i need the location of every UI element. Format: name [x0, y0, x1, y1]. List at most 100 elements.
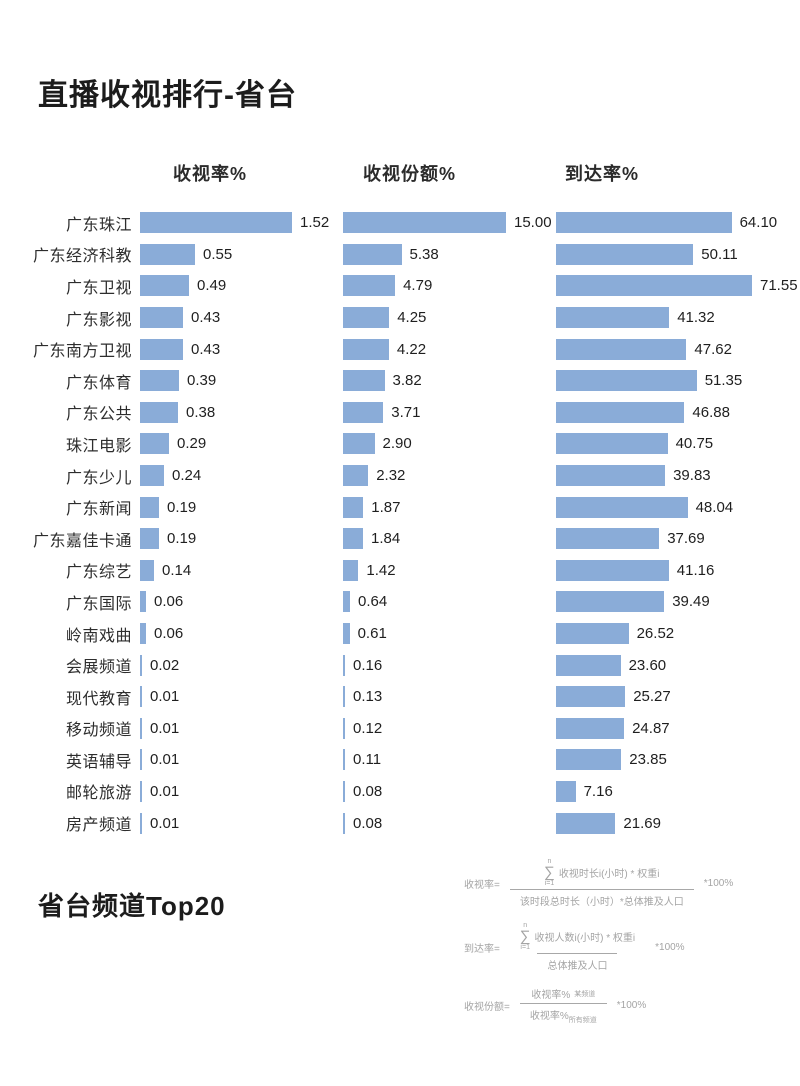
chart-row: 广东体育 0.39 3.82 51.35 [0, 365, 800, 397]
share-bar [343, 591, 350, 613]
reach-value: 23.85 [629, 751, 667, 769]
reach-bar [556, 243, 694, 265]
share-bar [343, 338, 389, 360]
formula-rating-denominator: 该时段总时长（小时）*总体推及人口 [509, 889, 694, 908]
share-value: 4.22 [396, 340, 427, 358]
reach-value: 47.62 [694, 340, 732, 358]
rating-bar-cell: 0.06 [140, 618, 343, 650]
reach-bar [556, 496, 688, 518]
share-bar-cell: 4.25 [343, 302, 556, 334]
share-value: 1.84 [371, 530, 401, 548]
reach-value: 39.49 [672, 593, 710, 611]
share-value: 3.82 [392, 372, 422, 390]
reach-bar-cell: 23.60 [556, 649, 800, 681]
chart-row: 广东珠江 1.52 15.00 64.10 [0, 207, 800, 239]
share-value: 5.38 [409, 245, 439, 263]
rating-bar [140, 212, 292, 234]
reach-bar [556, 780, 576, 802]
share-bar-cell: 0.11 [343, 744, 556, 776]
formula-reach-suffix: *100% [655, 941, 685, 953]
formula-reach-denominator: 总体推及人口 [537, 953, 618, 972]
reach-bar [556, 465, 666, 487]
channel-label: 岭南戏曲 [65, 627, 132, 645]
page-title: 直播收视排行-省台 [38, 79, 297, 112]
rating-bar [140, 370, 179, 392]
rating-value: 0.29 [177, 435, 207, 453]
share-bar [343, 812, 345, 834]
reach-bar-cell: 39.49 [556, 586, 800, 618]
chart-row: 珠江电影 0.29 2.90 40.75 [0, 428, 800, 460]
rating-value: 0.14 [162, 561, 192, 579]
reach-bar [556, 686, 626, 708]
channel-label: 会展频道 [65, 659, 132, 677]
rating-bar [140, 307, 183, 329]
reach-value: 40.75 [675, 435, 714, 453]
rating-bar-cell: 0.01 [140, 807, 343, 839]
rating-value: 0.01 [150, 688, 180, 706]
formula-block: 收视率= n ∑ i=1 收视时长i(小时) * 权重i 该时段总时长（小时）*… [464, 858, 733, 1039]
share-bar [343, 307, 390, 329]
reach-value: 23.60 [628, 656, 667, 674]
reach-value: 26.52 [636, 625, 675, 643]
formula-share-numerator: 收视率% [531, 990, 571, 1001]
share-bar-cell: 2.32 [343, 460, 556, 492]
reach-bar [556, 528, 660, 550]
share-bar [343, 528, 363, 550]
share-bar-cell: 1.84 [343, 523, 556, 555]
reach-bar-cell: 37.69 [556, 523, 800, 555]
sigma-icon: n ∑ i=1 [519, 922, 531, 951]
reach-bar-cell: 41.16 [556, 555, 800, 587]
chart-row: 广东新闻 0.19 1.87 48.04 [0, 491, 800, 523]
channel-label: 现代教育 [65, 690, 132, 708]
rating-value: 0.06 [154, 625, 184, 643]
rating-value: 0.43 [191, 309, 221, 327]
chart-row: 英语辅导 0.01 0.11 23.85 [0, 744, 800, 776]
formula-share-numerator-sub: 某频道 [574, 990, 596, 998]
channel-label: 广东卫视 [65, 279, 132, 297]
share-bar [343, 433, 375, 455]
share-bar-cell: 1.87 [343, 491, 556, 523]
rating-bar [140, 401, 178, 423]
reach-value: 39.83 [673, 467, 711, 485]
reach-bar [556, 401, 685, 423]
chart-row: 广东南方卫视 0.43 4.22 47.62 [0, 333, 800, 365]
share-bar-cell: 2.90 [343, 428, 556, 460]
reach-bar-cell: 71.55 [556, 270, 800, 302]
reach-value: 21.69 [623, 814, 661, 832]
reach-value: 25.27 [633, 688, 671, 706]
chart-row: 广东经济科教 0.55 5.38 50.11 [0, 239, 800, 271]
channel-label: 广东嘉佳卡通 [32, 532, 132, 550]
rating-bar-cell: 0.49 [140, 270, 343, 302]
channel-label: 广东少儿 [65, 469, 132, 487]
reach-bar-cell: 64.10 [556, 207, 800, 239]
rating-bar-cell: 0.24 [140, 460, 343, 492]
column-header-rating: 收视率% [173, 164, 248, 184]
rating-value: 0.01 [150, 719, 180, 737]
rating-value: 0.01 [150, 782, 180, 800]
reach-value: 51.35 [704, 372, 743, 390]
share-bar-cell: 0.08 [343, 776, 556, 808]
rating-bar [140, 654, 142, 676]
rating-bar-cell: 0.55 [140, 239, 343, 271]
share-bar-cell: 4.79 [343, 270, 556, 302]
rating-bar [140, 496, 159, 518]
rating-value: 0.55 [203, 245, 233, 263]
share-bar [343, 717, 345, 739]
channel-label: 房产频道 [65, 817, 132, 835]
reach-bar-cell: 46.88 [556, 397, 800, 429]
share-bar [343, 559, 359, 581]
share-value: 0.08 [353, 782, 383, 800]
rating-bar-cell: 0.38 [140, 397, 343, 429]
share-value: 0.64 [358, 593, 388, 611]
rating-bar [140, 623, 146, 645]
reach-bar-cell: 40.75 [556, 428, 800, 460]
reach-value: 41.16 [676, 561, 715, 579]
rating-bar-cell: 0.19 [140, 491, 343, 523]
reach-bar [556, 338, 687, 360]
chart-row: 广东国际 0.06 0.64 39.49 [0, 586, 800, 618]
rating-value: 0.06 [154, 593, 184, 611]
formula-reach-fraction: n ∑ i=1 收视人数i(小时) * 权重i 总体推及人口 [510, 922, 645, 972]
rating-bar-cell: 0.14 [140, 555, 343, 587]
share-value: 0.08 [353, 814, 383, 832]
